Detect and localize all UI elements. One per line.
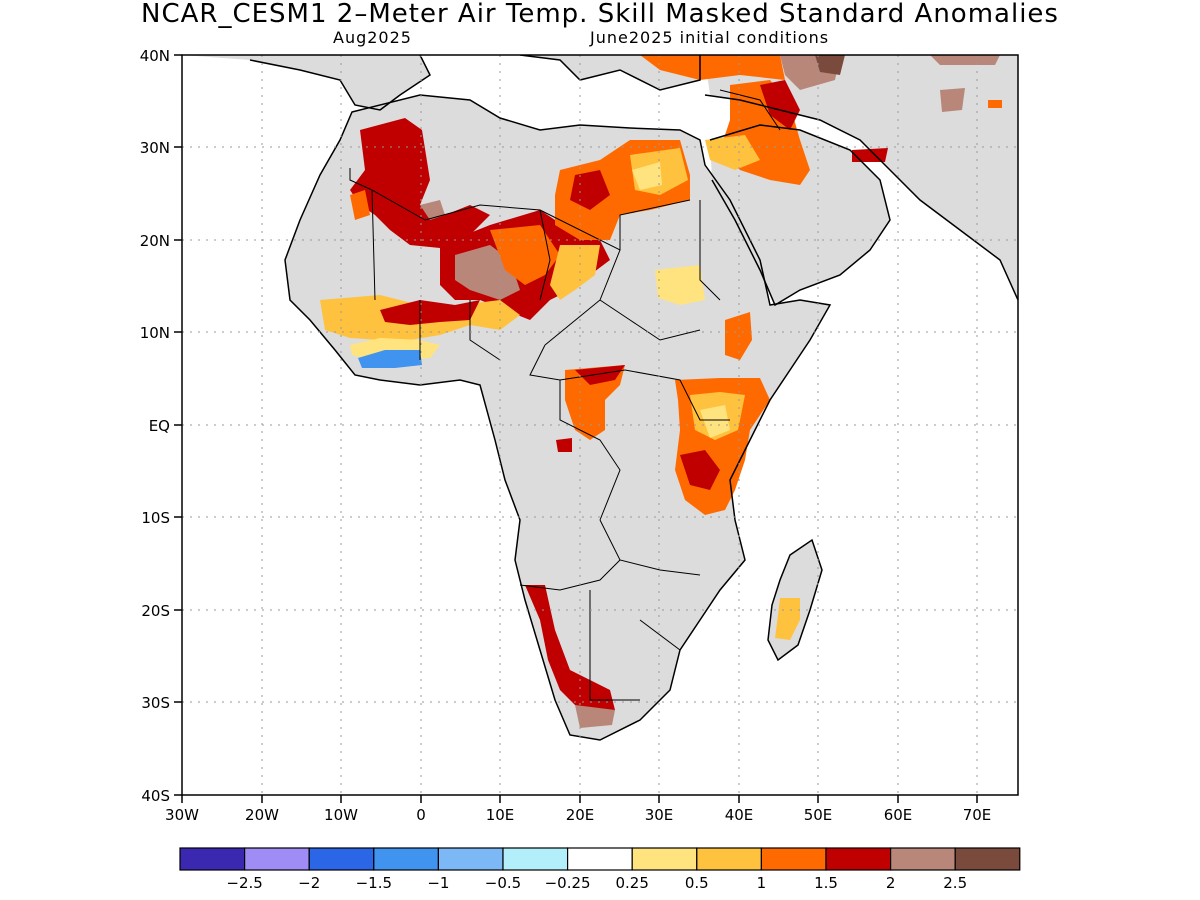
colorbar-box [437, 847, 504, 871]
colorbar-box [566, 847, 633, 871]
colorbar-label: −2 [298, 874, 320, 892]
lon-label: 60E [884, 806, 913, 824]
lat-label: 40S [141, 787, 170, 805]
lat-labels: 40N 30N 20N 10N EQ 10S 20S 30S 40S [140, 47, 170, 805]
lat-label: 20N [140, 232, 170, 250]
graticule [182, 55, 1018, 795]
colorbar-box [889, 847, 956, 871]
lon-label: 20W [245, 806, 279, 824]
lon-label: 70E [963, 806, 992, 824]
colorbar-label: 0.5 [685, 874, 709, 892]
axis-ticks [174, 54, 978, 803]
colorbar-label: 2 [886, 874, 896, 892]
colorbar-box [179, 847, 246, 871]
colorbar-box [696, 847, 762, 871]
colorbar-label: −0.25 [545, 874, 591, 892]
colorbar-box [954, 847, 1021, 871]
map-title: NCAR_CESM1 2–Meter Air Temp. Skill Maske… [141, 0, 1059, 29]
lon-labels: 30W 20W 10W 0 10E 20E 30E 40E 50E 60E 70… [165, 806, 991, 824]
lat-label: 40N [140, 47, 170, 65]
lon-label: 10E [486, 806, 515, 824]
colorbar-label: −0.5 [485, 874, 521, 892]
colorbar-box [308, 847, 375, 871]
colorbar-label: 0.25 [615, 874, 648, 892]
lat-label: 30S [141, 694, 170, 712]
colorbar-label: −1 [427, 874, 449, 892]
lon-label: 40E [725, 806, 754, 824]
subtitle-month: Aug2025 [333, 28, 412, 47]
colorbar-label: 1.5 [814, 874, 838, 892]
colorbar-label: −1.5 [356, 874, 392, 892]
lon-label: 0 [416, 806, 426, 824]
colorbar-box [631, 847, 698, 871]
lat-label: EQ [149, 417, 170, 435]
colorbar-label: 2.5 [943, 874, 967, 892]
colorbar-boxes [179, 847, 1021, 871]
colorbar-labels: −2.5 −2 −1.5 −1 −0.5 −0.25 0.25 0.5 1 1.5 2 2.5 [226, 874, 967, 892]
lat-label: 10S [141, 509, 170, 527]
lat-label: 20S [141, 602, 170, 620]
lon-label: 20E [566, 806, 595, 824]
lat-label: 30N [140, 139, 170, 157]
colorbar-box [825, 847, 892, 871]
lon-label: 30W [165, 806, 199, 824]
colorbar-box [502, 847, 569, 871]
lat-label: 10N [140, 324, 170, 342]
colorbar-label: 1 [757, 874, 767, 892]
colorbar-label: −2.5 [226, 874, 262, 892]
lon-label: 10W [324, 806, 358, 824]
colorbar-box [373, 847, 439, 871]
lon-label: 50E [804, 806, 833, 824]
subtitle-initial-conditions: June2025 initial conditions [590, 28, 830, 47]
colorbar-box [244, 847, 310, 871]
colorbar-box [760, 847, 827, 871]
lon-label: 30E [645, 806, 674, 824]
